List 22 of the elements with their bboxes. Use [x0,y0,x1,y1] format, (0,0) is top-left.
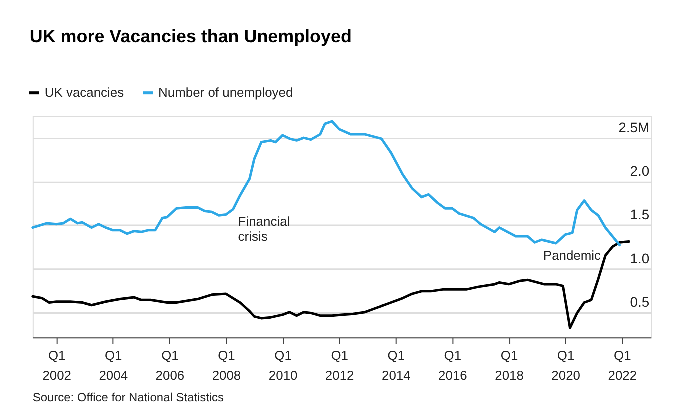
legend-label: UK vacancies [44,85,125,100]
x-tick-label: Q1 2004 [99,348,128,383]
x-tick-label: Q1 2020 [552,348,580,383]
chart-title: UK more Vacancies than Unemployed [30,26,352,46]
x-tick-label: Q1 2022 [608,348,638,383]
y-tick-label: 0.5 [630,294,650,310]
x-tick-label: Q1 2006 [156,348,185,383]
legend-label: Number of unemployed [158,85,294,100]
y-tick-label: 2.0 [630,163,650,180]
x-tick-label: Q1 2010 [268,348,298,383]
y-tick-label: 1.5 [630,206,650,223]
x-tick-label: Q1 2016 [438,348,468,383]
x-tick-label: Q1 2018 [495,348,524,383]
x-tick-label: Q1 2014 [382,348,411,383]
source-note: Source: Office for National Statistics [32,390,224,404]
x-tick-label: Q1 2002 [42,348,72,383]
x-tick-label: Q1 2008 [212,348,242,383]
annotation: Pandemic [543,248,602,263]
y-tick-label: 2.5M [618,120,650,136]
x-tick-label: Q1 2012 [325,348,354,383]
annotation: Financial crisis [238,214,290,244]
y-tick-label: 1.0 [630,250,650,266]
